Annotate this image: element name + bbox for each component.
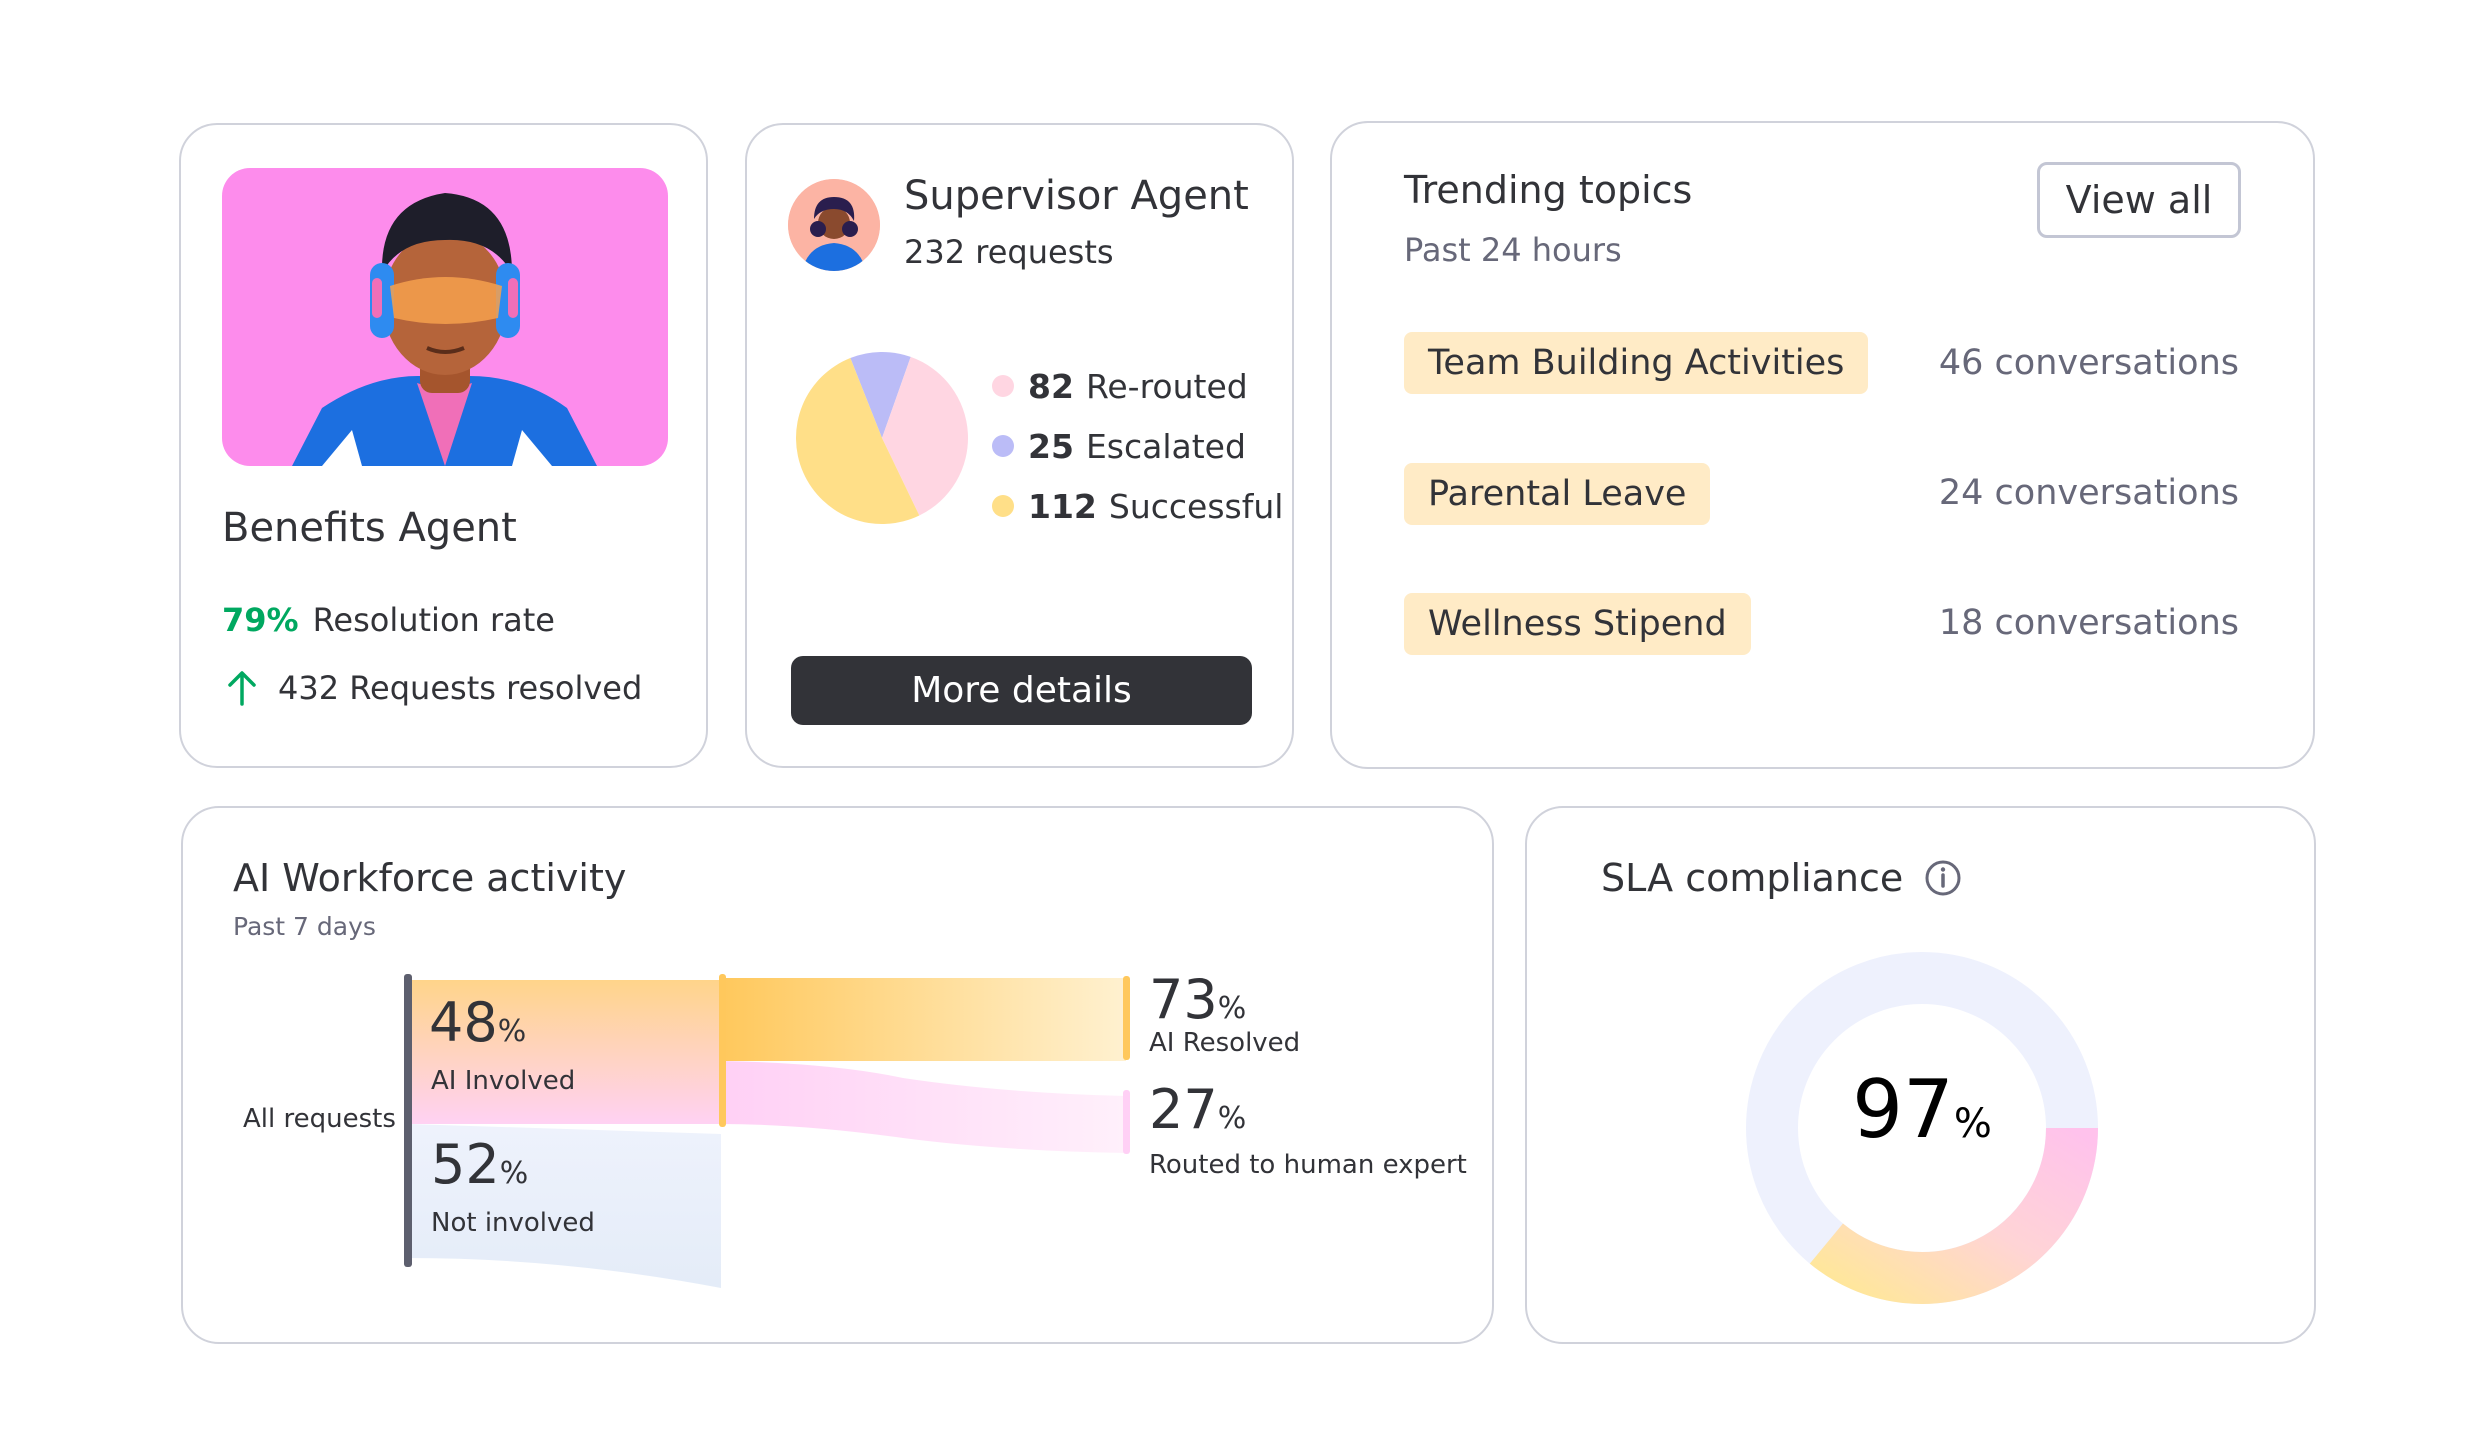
ai-workforce-subtitle: Past 7 days (233, 912, 376, 941)
arrow-up-icon (228, 671, 256, 706)
agent-avatar-illustration (292, 193, 597, 466)
ai-involved-value: 48% (429, 991, 527, 1054)
ai-workforce-card: AI Workforce activity Past 7 days (181, 806, 1494, 1344)
pie-slice-escalated (850, 352, 911, 438)
legend-label: Re-routed (1085, 366, 1248, 406)
not-involved-band (409, 1124, 721, 1288)
resolution-rate-label: Resolution rate (312, 601, 555, 639)
all-requests-label: All requests (243, 1104, 396, 1134)
sla-value: 97% (1852, 1063, 1992, 1156)
legend-label: Successful (1108, 486, 1284, 526)
trending-topics-subtitle: Past 24 hours (1404, 231, 1622, 269)
legend-dot-escalated (992, 435, 1014, 457)
info-icon[interactable] (1923, 858, 1963, 898)
legend-count: 25 (1028, 426, 1074, 466)
ai-involved-node (719, 974, 726, 1127)
legend-dot-rerouted (992, 375, 1014, 397)
legend-count: 82 (1028, 366, 1074, 406)
donut-progress-arc (1809, 1127, 2098, 1304)
all-requests-node (404, 974, 412, 1267)
sankey-flow-chart (404, 974, 1130, 1288)
ai-involved-label: AI Involved (431, 1066, 576, 1096)
sla-title: SLA compliance (1601, 856, 1904, 900)
view-all-button[interactable]: View all (2037, 162, 2241, 238)
benefits-agent-title: Benefits Agent (222, 505, 517, 551)
requests-resolved-row: 432 Requests resolved (222, 668, 642, 708)
topic-count: 18 conversations (1938, 603, 2239, 643)
ai-resolved-band (721, 978, 1126, 1061)
topic-count: 24 conversations (1938, 473, 2239, 513)
ai-resolved-label: AI Resolved (1149, 1028, 1301, 1058)
supervisor-agent-title: Supervisor Agent (904, 173, 1249, 219)
benefits-agent-card[interactable]: Benefits Agent 79% Resolution rate 432 R… (179, 123, 708, 768)
topic-pill-team-building[interactable]: Team Building Activities (1404, 332, 1869, 394)
requests-resolved-label: 432 Requests resolved (278, 669, 643, 707)
benefits-agent-avatar (222, 168, 668, 466)
resolution-rate-value: 79% (222, 601, 299, 639)
ai-involved-band (409, 980, 721, 1124)
pie-slice-rerouted (882, 356, 968, 516)
supervisor-avatar-illustration (788, 179, 880, 271)
routed-value: 27% (1149, 1078, 1247, 1141)
routed-label: Routed to human expert (1149, 1150, 1467, 1180)
ai-resolved-node (1123, 976, 1130, 1060)
legend-count: 112 (1028, 486, 1097, 526)
more-details-button[interactable]: More details (791, 656, 1252, 725)
ai-resolved-value: 73% (1149, 968, 1247, 1031)
sla-title-row: SLA compliance (1601, 856, 1963, 900)
topic-pill-wellness-stipend[interactable]: Wellness Stipend (1404, 593, 1751, 655)
pie-slice-successful (795, 358, 920, 525)
routed-band (721, 1061, 1126, 1153)
pie-legend: 82 Re-routed 25 Escalated 112 Successful (992, 356, 1283, 536)
routed-node (1123, 1090, 1130, 1154)
resolution-rate-row: 79% Resolution rate (222, 601, 555, 639)
legend-dot-successful (992, 495, 1014, 517)
supervisor-agent-card[interactable]: Supervisor Agent 232 requests 82 Re-rout… (745, 123, 1294, 768)
sla-compliance-card: SLA compliance 97% (1525, 806, 2316, 1344)
not-involved-label: Not involved (431, 1208, 595, 1238)
legend-item-successful: 112 Successful (992, 476, 1283, 536)
legend-item-rerouted: 82 Re-routed (992, 356, 1283, 416)
legend-item-escalated: 25 Escalated (992, 416, 1283, 476)
supervisor-requests-count: 232 requests (904, 233, 1114, 271)
not-involved-value: 52% (431, 1133, 529, 1196)
supervisor-agent-avatar (788, 179, 880, 271)
ai-workforce-title: AI Workforce activity (233, 856, 627, 900)
legend-label: Escalated (1085, 426, 1246, 466)
topic-count: 46 conversations (1938, 343, 2239, 383)
topic-pill-parental-leave[interactable]: Parental Leave (1404, 463, 1711, 525)
trending-topics-title: Trending topics (1404, 168, 1693, 212)
sla-donut-chart (1746, 952, 2098, 1304)
trending-topics-card: Trending topics Past 24 hours View all T… (1330, 121, 2315, 769)
requests-pie-chart (795, 352, 968, 525)
